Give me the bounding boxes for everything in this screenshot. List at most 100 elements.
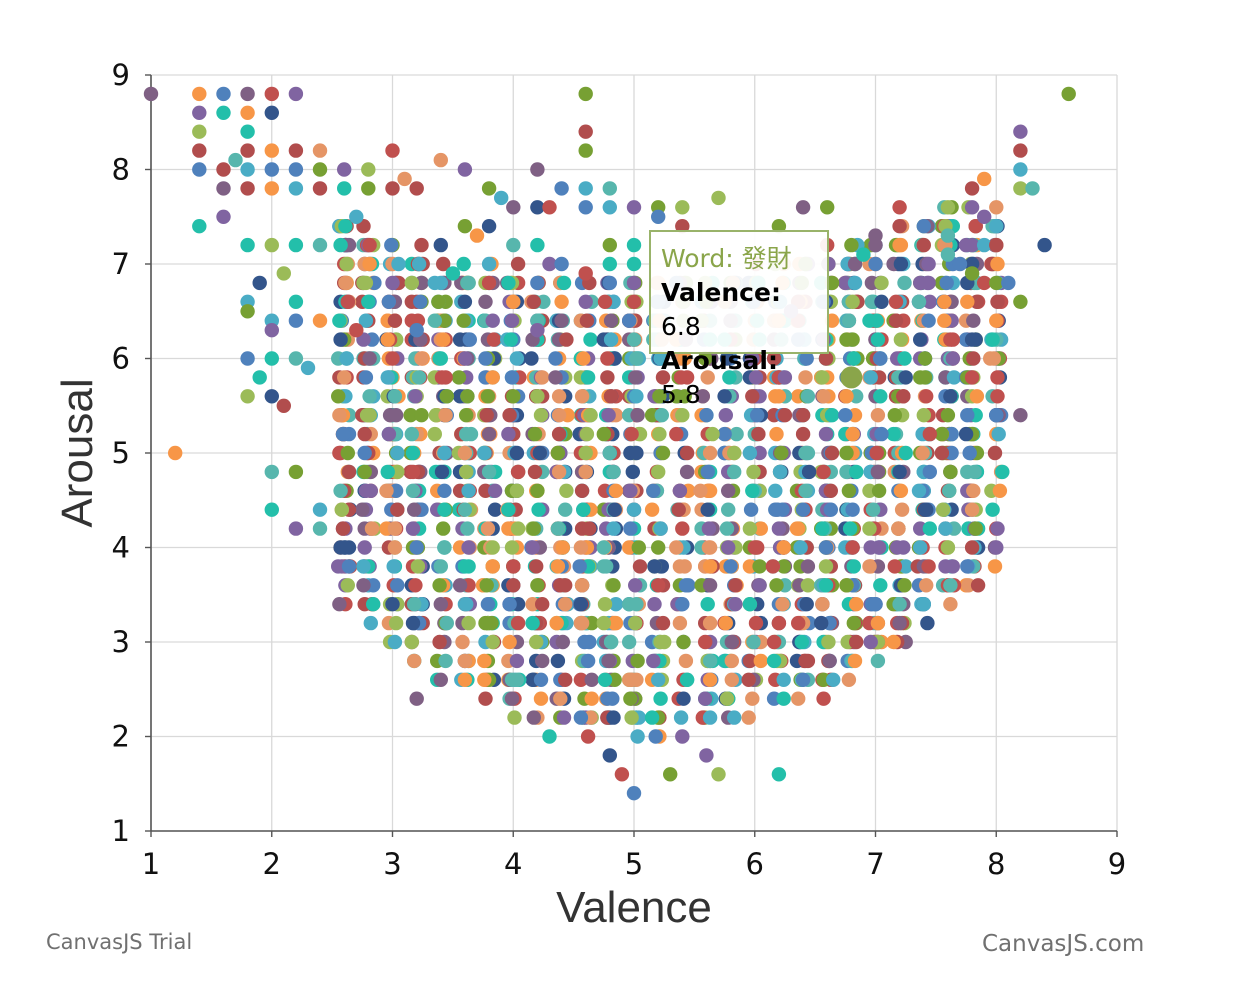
data-point[interactable] [603, 313, 619, 328]
data-point[interactable] [989, 408, 1004, 423]
data-point[interactable] [481, 181, 497, 196]
data-point[interactable] [916, 219, 931, 234]
data-point[interactable] [526, 294, 541, 309]
data-point[interactable] [791, 615, 806, 631]
data-point[interactable] [530, 578, 545, 593]
data-point[interactable] [624, 710, 639, 725]
data-point[interactable] [433, 559, 448, 574]
data-point[interactable] [550, 559, 566, 574]
data-point[interactable] [478, 351, 493, 366]
data-point[interactable] [970, 578, 986, 593]
data-point[interactable] [502, 597, 517, 612]
data-point[interactable] [341, 464, 357, 480]
data-point[interactable] [558, 597, 573, 612]
data-point[interactable] [501, 502, 516, 517]
data-point[interactable] [461, 275, 476, 291]
data-point[interactable] [823, 502, 838, 517]
data-point[interactable] [742, 521, 758, 536]
data-point[interactable] [542, 729, 557, 744]
data-point[interactable] [143, 86, 159, 102]
data-point[interactable] [700, 502, 715, 517]
data-point[interactable] [596, 540, 611, 555]
data-point[interactable] [550, 653, 566, 669]
data-point[interactable] [559, 483, 574, 498]
data-point[interactable] [436, 256, 451, 272]
data-point[interactable] [506, 200, 521, 215]
data-point[interactable] [403, 408, 418, 423]
data-point[interactable] [578, 86, 593, 102]
data-point[interactable] [915, 445, 930, 461]
data-point[interactable] [361, 294, 376, 309]
data-point[interactable] [964, 200, 980, 215]
data-point[interactable] [578, 200, 593, 215]
data-point[interactable] [1013, 408, 1028, 423]
data-point[interactable] [841, 313, 857, 328]
data-point[interactable] [477, 445, 492, 461]
data-point[interactable] [335, 521, 351, 536]
canvasjs-link[interactable]: CanvasJS.com [982, 931, 1145, 957]
data-point[interactable] [870, 408, 886, 423]
data-point[interactable] [439, 389, 454, 404]
data-point[interactable] [411, 370, 427, 385]
data-point[interactable] [457, 672, 473, 687]
data-point[interactable] [387, 389, 403, 404]
data-point[interactable] [603, 634, 619, 650]
data-point[interactable] [868, 256, 883, 272]
data-point[interactable] [192, 105, 207, 121]
data-point[interactable] [727, 464, 742, 480]
data-point[interactable] [548, 370, 563, 385]
data-point[interactable] [675, 219, 690, 234]
data-point[interactable] [240, 389, 255, 404]
data-point[interactable] [989, 313, 1004, 328]
data-point[interactable] [995, 464, 1010, 480]
data-point[interactable] [651, 672, 666, 687]
data-point[interactable] [1001, 275, 1016, 291]
data-point[interactable] [841, 672, 857, 687]
data-point[interactable] [874, 426, 889, 442]
data-point[interactable] [597, 294, 613, 309]
data-point[interactable] [362, 237, 377, 253]
data-point[interactable] [626, 200, 642, 215]
data-point[interactable] [647, 559, 662, 574]
data-point[interactable] [381, 426, 397, 442]
data-point[interactable] [580, 370, 596, 385]
data-point[interactable] [816, 389, 831, 404]
data-point[interactable] [573, 540, 589, 555]
data-point[interactable] [510, 615, 526, 631]
data-point[interactable] [312, 181, 328, 196]
data-point[interactable] [966, 313, 981, 328]
data-point[interactable] [989, 219, 1004, 234]
data-point[interactable] [436, 521, 451, 536]
data-point[interactable] [414, 237, 429, 253]
data-point[interactable] [504, 540, 520, 555]
data-point[interactable] [676, 634, 691, 650]
data-point[interactable] [288, 464, 304, 480]
data-point[interactable] [741, 710, 756, 725]
data-point[interactable] [597, 597, 613, 612]
data-point[interactable] [583, 332, 598, 347]
data-point[interactable] [576, 502, 591, 517]
data-point[interactable] [920, 615, 935, 631]
data-point[interactable] [437, 483, 452, 498]
data-point[interactable] [531, 502, 546, 517]
data-point[interactable] [702, 540, 718, 555]
data-point[interactable] [815, 597, 830, 612]
data-point[interactable] [753, 521, 768, 536]
data-point[interactable] [331, 389, 346, 404]
data-point[interactable] [603, 389, 619, 404]
data-point[interactable] [724, 672, 739, 687]
data-point[interactable] [626, 294, 642, 309]
data-point[interactable] [631, 540, 646, 555]
data-point[interactable] [748, 615, 764, 631]
data-point[interactable] [892, 219, 907, 234]
data-point[interactable] [960, 559, 975, 574]
data-point[interactable] [952, 256, 968, 272]
data-point[interactable] [339, 256, 354, 272]
data-point[interactable] [771, 767, 787, 782]
data-point[interactable] [824, 408, 840, 423]
data-point[interactable] [288, 237, 304, 253]
data-point[interactable] [653, 521, 668, 536]
data-point[interactable] [791, 521, 806, 536]
data-point[interactable] [648, 729, 663, 744]
data-point[interactable] [818, 426, 834, 442]
